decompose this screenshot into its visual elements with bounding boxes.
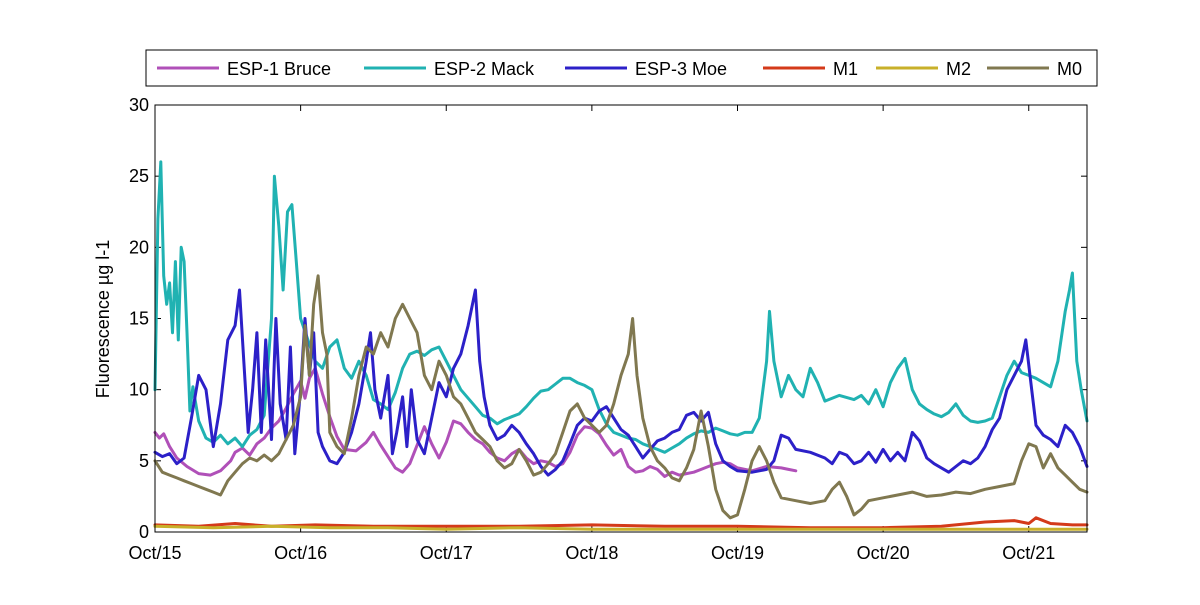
- legend-label: M2: [946, 59, 971, 79]
- y-tick-label: 5: [139, 451, 149, 471]
- y-tick-label: 25: [129, 166, 149, 186]
- x-tick-label: Oct/18: [565, 543, 618, 563]
- series-line-m0: [153, 274, 1089, 520]
- series-group: [153, 160, 1089, 531]
- series-line-esp-3-moe: [153, 288, 1089, 477]
- y-tick-label: 20: [129, 237, 149, 257]
- series-line-esp-2-mack: [153, 160, 1089, 454]
- x-tick-label: Oct/17: [420, 543, 473, 563]
- legend: ESP-1 Bruce ESP-2 Mack ESP-3 Moe M1 M2 M0: [145, 49, 1098, 87]
- legend-label: ESP-1 Bruce: [227, 59, 331, 79]
- legend-label: ESP-2 Mack: [434, 59, 535, 79]
- legend-label: M1: [833, 59, 858, 79]
- x-tick-label: Oct/16: [274, 543, 327, 563]
- x-tick-label: Oct/15: [128, 543, 181, 563]
- plot-area-border: [154, 104, 1088, 533]
- y-tick-label: 15: [129, 309, 149, 329]
- plot-frame: [154, 104, 1088, 533]
- legend-label: M0: [1057, 59, 1082, 79]
- x-tick-label: Oct/19: [711, 543, 764, 563]
- axes: 0 5 10 15 20 25 30 Oct/15 Oct/16 Oct/17 Oct/18 Oct/…: [128, 95, 1087, 563]
- series-line-esp-1-bruce: [153, 366, 798, 478]
- legend-label: ESP-3 Moe: [635, 59, 727, 79]
- y-tick-label: 10: [129, 380, 149, 400]
- y-tick-label: 30: [129, 95, 149, 115]
- y-axis-label: Fluorescence µg l-1: [93, 240, 113, 398]
- series-line-m2: [153, 524, 1089, 531]
- x-tick-label: Oct/21: [1002, 543, 1055, 563]
- y-tick-label: 0: [139, 522, 149, 542]
- x-tick-label: Oct/20: [857, 543, 910, 563]
